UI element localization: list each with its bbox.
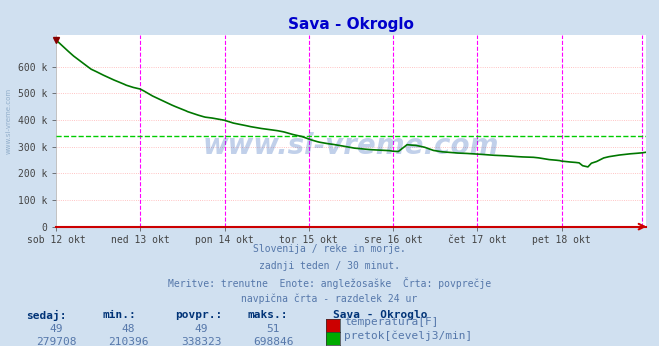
Text: Sava - Okroglo: Sava - Okroglo	[333, 310, 427, 320]
Title: Sava - Okroglo: Sava - Okroglo	[288, 17, 414, 32]
Text: Slovenija / reke in morje.: Slovenija / reke in morje.	[253, 244, 406, 254]
Text: 49: 49	[194, 324, 208, 334]
Text: min.:: min.:	[102, 310, 136, 320]
Text: 210396: 210396	[108, 337, 149, 346]
Text: 279708: 279708	[36, 337, 76, 346]
Text: pretok[čevelj3/min]: pretok[čevelj3/min]	[344, 330, 473, 341]
Text: 49: 49	[49, 324, 63, 334]
Text: zadnji teden / 30 minut.: zadnji teden / 30 minut.	[259, 261, 400, 271]
Text: 51: 51	[267, 324, 280, 334]
Text: sedaj:: sedaj:	[26, 310, 67, 321]
Text: navpična črta - razdelek 24 ur: navpična črta - razdelek 24 ur	[241, 294, 418, 304]
Text: 698846: 698846	[253, 337, 294, 346]
Text: 338323: 338323	[181, 337, 221, 346]
Text: Meritve: trenutne  Enote: angležosaške  Črta: povprečje: Meritve: trenutne Enote: angležosaške Čr…	[168, 277, 491, 289]
Text: maks.:: maks.:	[247, 310, 287, 320]
Text: www.si-vreme.com: www.si-vreme.com	[5, 88, 12, 154]
Text: 48: 48	[122, 324, 135, 334]
Text: temperatura[F]: temperatura[F]	[344, 318, 438, 327]
Text: povpr.:: povpr.:	[175, 310, 222, 320]
Text: www.si-vreme.com: www.si-vreme.com	[203, 132, 499, 160]
